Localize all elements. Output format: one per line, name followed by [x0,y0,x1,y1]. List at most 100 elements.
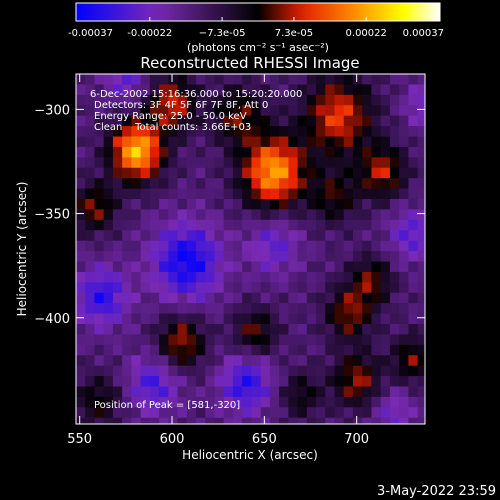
heatmap-cell [131,74,142,86]
heatmap-cell [205,230,216,242]
heatmap-cell [288,240,299,252]
heatmap-cell [343,324,354,336]
heatmap-cell [418,428,428,439]
heatmap-cell [94,386,105,398]
heatmap-cell [334,417,345,424]
heatmap-cell [122,355,132,367]
heatmap-cell [279,126,289,138]
heatmap-cell [325,94,336,106]
heatmap-cell [251,136,262,148]
heatmap-cell [427,74,437,85]
heatmap-cell [177,324,188,336]
heatmap-cell [131,396,142,408]
heatmap-cell [85,313,96,325]
heatmap-cell [196,105,206,117]
heatmap-cell [408,115,419,127]
heatmap-cell [131,94,142,106]
heatmap-cell [214,188,225,200]
heatmap-cell [159,105,169,117]
heatmap-cell [122,376,132,388]
heatmap-cell [389,251,400,263]
heatmap-cell [325,136,336,148]
heatmap-cell [362,126,373,138]
heatmap-cell [177,74,188,86]
heatmap-cell [297,74,308,86]
heatmap-cell [399,292,409,304]
heatmap-cell [196,167,206,179]
heatmap-cell [205,261,216,273]
heatmap-cell [196,261,206,273]
heatmap-cell [177,199,188,211]
footer-timestamp: 3-May-2022 23:59 [377,484,496,499]
heatmap-cell [269,157,280,169]
heatmap-cell [168,334,179,346]
heatmap-cell [149,344,160,356]
heatmap-cell [269,115,280,127]
heatmap-cell [417,230,425,242]
heatmap-cell [325,292,336,304]
heatmap-cell [343,115,354,127]
heatmap-cell [186,230,197,242]
heatmap-cell [131,355,142,367]
heatmap-cell [408,292,419,304]
heatmap-cell [187,428,197,439]
heatmap-cell [232,386,243,398]
heatmap-cell [85,292,96,304]
heatmap-cell [177,417,188,424]
heatmap-cell [279,178,289,190]
heatmap-cell [279,282,289,294]
heatmap-cell [380,146,391,158]
heatmap-cell [131,292,142,304]
heatmap-cell [177,355,188,367]
heatmap-cell [140,344,151,356]
heatmap-cell [177,167,188,179]
heatmap-cell [214,105,225,117]
heatmap-cell [112,365,123,377]
heatmap-cell [408,386,419,398]
heatmap-cell [380,407,391,419]
heatmap-cell [251,157,262,169]
heatmap-cell [251,386,262,398]
heatmap-cell [389,209,400,221]
heatmap-cell [196,355,206,367]
heatmap-cell [214,230,225,242]
heatmap-cell [186,396,197,408]
heatmap-cell [103,292,114,304]
heatmap-cell [76,146,86,158]
plot-frame [75,73,426,425]
heatmap-cell [76,209,86,221]
heatmap-cell [269,94,280,106]
heatmap-cell [205,209,216,221]
heatmap-cell [149,230,160,242]
heatmap-cell [251,126,262,138]
heatmap-cell [232,219,243,231]
heatmap-cell [103,199,114,211]
heatmap-cell [223,240,234,252]
heatmap-cell [352,365,363,377]
heatmap-cell [168,230,179,242]
heatmap-cell [417,136,425,148]
heatmap-cell [149,240,160,252]
heatmap-cell [149,386,160,398]
heatmap-cell [223,84,234,96]
heatmap-cell [177,146,188,158]
heatmap-cell [242,94,253,106]
heatmap-cell [260,282,271,294]
heatmap-cell [186,94,197,106]
heatmap-cell [103,178,114,190]
heatmap-cell [214,251,225,263]
heatmap-cell [427,387,437,398]
heatmap-cell [242,282,253,294]
heatmap-cell [399,146,409,158]
heatmap-cell [417,115,425,127]
heatmap-cell [214,407,225,419]
heatmap-cell [334,355,345,367]
heatmap-cell [103,240,114,252]
heatmap-cell [288,303,299,315]
heatmap-cell [306,157,317,169]
heatmap-cell [325,251,336,263]
heatmap-cell [103,105,114,117]
heatmap-cell [306,219,317,231]
heatmap-cell [223,261,234,273]
heatmap-cell [306,376,317,388]
